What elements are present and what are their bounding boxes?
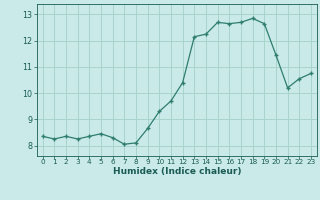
X-axis label: Humidex (Indice chaleur): Humidex (Indice chaleur) — [113, 167, 241, 176]
